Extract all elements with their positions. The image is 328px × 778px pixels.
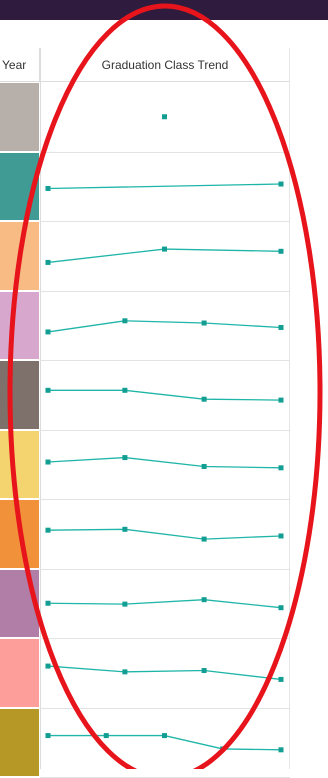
window-top-bar [0, 0, 328, 20]
row-divider [40, 290, 290, 292]
row-color-swatch[interactable] [0, 291, 39, 359]
graduation-trend-table [0, 20, 290, 769]
column-header-year-label: Year [2, 57, 27, 72]
column-header-year[interactable]: Year [0, 48, 40, 82]
row-divider [40, 707, 290, 709]
row-divider [40, 568, 290, 570]
row-divider [40, 638, 290, 639]
row-divider [40, 429, 290, 431]
row-color-swatch[interactable] [0, 569, 39, 637]
row-color-swatch[interactable] [0, 708, 39, 776]
background-area [290, 20, 328, 769]
row-color-swatch[interactable] [0, 152, 39, 220]
column-header-trend-label: Graduation Class Trend [101, 57, 229, 72]
column-divider [40, 48, 41, 769]
column-header-graduation-class-trend[interactable]: Graduation Class Trend [40, 48, 290, 82]
row-color-swatch[interactable] [0, 222, 39, 290]
row-color-swatch[interactable] [0, 361, 39, 429]
table-right-border [289, 48, 290, 769]
row-divider [40, 221, 290, 222]
row-color-swatch[interactable] [0, 639, 39, 707]
row-divider [40, 151, 290, 153]
row-divider [40, 360, 290, 361]
row-color-swatch[interactable] [0, 430, 39, 498]
row-color-swatch[interactable] [0, 83, 39, 151]
row-color-swatch[interactable] [0, 500, 39, 568]
row-divider [40, 499, 290, 500]
